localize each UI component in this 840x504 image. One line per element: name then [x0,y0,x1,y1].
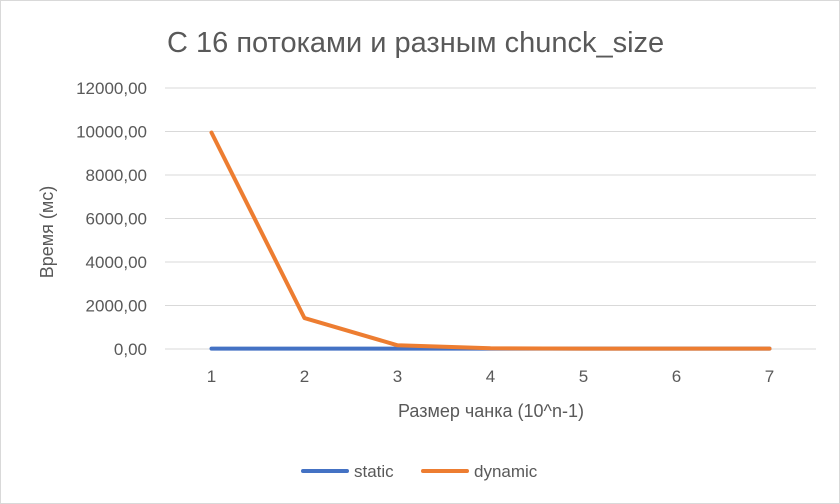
x-tick-label: 6 [672,367,681,386]
x-axis-label: Размер чанка (10^n-1) [398,401,584,421]
x-tick-label: 1 [207,367,216,386]
y-tick-label: 12000,00 [76,79,147,98]
series-lines [209,130,772,351]
y-tick-label: 6000,00 [86,210,147,229]
y-tick-label: 10000,00 [76,123,147,142]
x-tick-label: 3 [393,367,402,386]
y-tick-label: 8000,00 [86,166,147,185]
legend-label-static: static [354,462,394,481]
y-tick-label: 0,00 [114,340,147,359]
x-tick-label: 7 [765,367,774,386]
x-tick-label: 2 [300,367,309,386]
series-line-dynamic [209,130,772,351]
x-tick-label: 5 [579,367,588,386]
chart-title: С 16 потоками и разным chunck_size [167,27,664,59]
y-axis-label: Время (мс) [37,186,57,279]
x-tick-label: 4 [486,367,495,386]
y-tick-label: 2000,00 [86,297,147,316]
y-tick-label: 4000,00 [86,253,147,272]
legend: static dynamic [301,462,538,481]
legend-label-dynamic: dynamic [474,462,538,481]
x-axis-ticks: 1 2 3 4 5 6 7 [207,367,774,386]
gridlines [165,87,816,350]
y-axis-ticks: 0,00 2000,00 4000,00 6000,00 8000,00 10000,00… [76,79,147,359]
